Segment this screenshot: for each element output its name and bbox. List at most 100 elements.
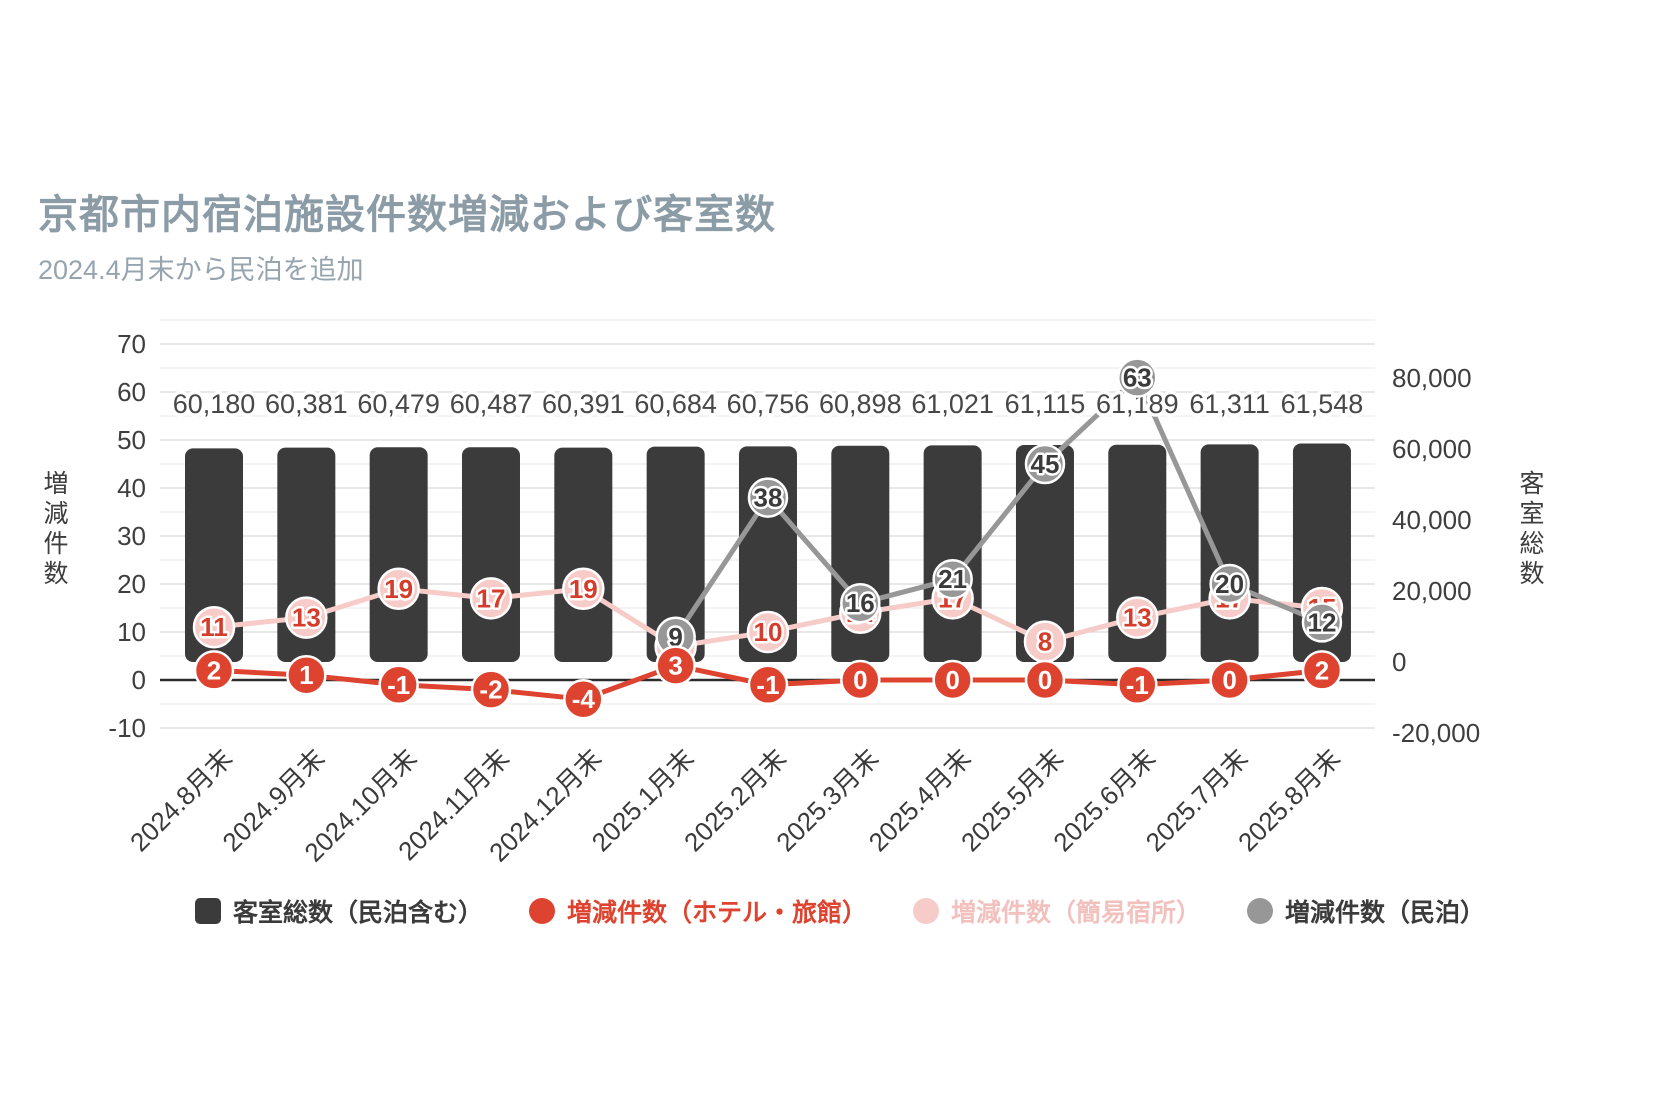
data-point [563, 678, 604, 720]
data-point-label: 11 [200, 612, 228, 642]
bar [1015, 445, 1074, 662]
data-point-label: 10 [754, 617, 783, 647]
data-point-label: 13 [1123, 603, 1152, 633]
data-point [1209, 659, 1250, 701]
right-axis-tick-label: -20,000 [1392, 718, 1480, 748]
bar-series-swatch-icon [194, 898, 221, 924]
data-point [747, 477, 789, 518]
data-point-label: 16 [846, 588, 875, 618]
legend-label: 客室総数（民泊含む） [232, 899, 483, 927]
chart-title: 京都市内宿泊施設件数増減および客室数 [38, 193, 776, 237]
data-point-label: 13 [292, 603, 321, 633]
left-axis-title: 増減件数 [43, 470, 68, 588]
right-axis-tick-label: 40,000 [1392, 505, 1472, 535]
left-axis-tick-label: 40 [117, 473, 146, 503]
bar-value-label: 60,479 [357, 389, 440, 419]
data-point-label: 0 [1222, 665, 1236, 695]
data-point [377, 567, 420, 611]
data-point [747, 664, 789, 706]
data-point-label: 20 [1215, 569, 1244, 599]
bar [646, 446, 705, 662]
legend-label: 増減件数（ホテル・旅館） [566, 899, 867, 927]
data-point-label: 21 [938, 564, 967, 594]
data-point [378, 664, 419, 706]
data-point [1301, 650, 1343, 691]
right-axis-tick-label: 80,000 [1392, 363, 1472, 393]
data-point-label: 45 [1031, 449, 1060, 479]
bar-value-label: 61,311 [1189, 389, 1270, 419]
data-point-label: 2 [207, 655, 221, 685]
bar [461, 447, 520, 662]
data-point-label: 0 [1038, 665, 1052, 695]
data-point [932, 659, 973, 701]
data-point-label: 3 [668, 651, 682, 681]
data-point-label: 63 [1123, 363, 1152, 393]
bar-value-label: 61,021 [911, 389, 994, 419]
bar-value-label: 60,684 [634, 389, 717, 419]
data-point-label: 1 [299, 660, 313, 690]
left-axis-tick-label: 20 [117, 569, 146, 599]
data-point [1117, 357, 1158, 398]
bar [369, 447, 428, 662]
data-point [285, 596, 328, 639]
chart-subtitle: 2024.4月末から民泊を追加 [38, 255, 364, 285]
right-axis-tick-label: 0 [1392, 647, 1406, 677]
data-point [840, 659, 881, 701]
data-point [1117, 664, 1158, 706]
data-point [1209, 563, 1250, 605]
chart-legend: 客室総数（民泊含む） 増減件数（ホテル・旅館） 増減件数（簡易宿所） 増減件数（… [0, 893, 1680, 929]
bar-value-label: 60,381 [265, 389, 348, 419]
left-axis-tick-label: -10 [108, 713, 146, 743]
data-point [655, 645, 696, 686]
data-point-label: 9 [668, 622, 682, 652]
legend-item-simple-lodging: 増減件数（簡易宿所） [913, 893, 1201, 929]
bar-value-label: 60,391 [542, 389, 625, 419]
data-point [1024, 443, 1066, 485]
bar-value-label: 61,548 [1281, 389, 1364, 419]
red-series-swatch-icon [528, 898, 555, 924]
data-point-label: 0 [945, 665, 959, 695]
data-point [193, 650, 235, 691]
right-axis-tick-label: 20,000 [1392, 576, 1472, 606]
legend-label: 増減件数（簡易宿所） [951, 899, 1202, 927]
data-point [469, 577, 513, 620]
data-point [562, 567, 605, 611]
data-point [470, 669, 512, 710]
data-point [1301, 602, 1343, 643]
bar-value-label: 60,487 [450, 389, 533, 419]
right-axis-title: 客室総数 [1519, 470, 1544, 588]
data-point-label: 2 [1315, 655, 1329, 685]
data-point-label: -1 [1126, 670, 1149, 700]
data-point [746, 610, 790, 654]
data-point-label: -4 [572, 684, 596, 714]
bar-value-label: 60,180 [173, 389, 256, 419]
data-point-label: 17 [477, 583, 506, 613]
bar-value-label: 61,115 [1005, 389, 1086, 419]
data-point [1116, 596, 1159, 639]
data-point [932, 558, 973, 600]
data-point-label: 12 [1307, 607, 1336, 637]
data-point-label: -1 [387, 670, 410, 700]
data-point-label: 19 [384, 574, 413, 604]
bar [554, 447, 613, 662]
left-axis-tick-label: 30 [117, 521, 146, 551]
gray-series-swatch-icon [1247, 898, 1274, 924]
legend-item-hotel-ryokan: 増減件数（ホテル・旅館） [528, 893, 867, 929]
right-axis-tick-label: 60,000 [1392, 434, 1472, 464]
left-axis-tick-label: 60 [117, 377, 146, 407]
left-axis-tick-label: 0 [132, 665, 146, 695]
line-series [673, 375, 1323, 639]
data-point-label: 38 [754, 483, 783, 513]
data-point-label: 0 [853, 665, 867, 695]
bar [185, 448, 243, 662]
data-point-label: -2 [479, 675, 502, 705]
left-axis-tick-label: 10 [117, 617, 146, 647]
left-axis-tick-label: 70 [117, 329, 146, 359]
bar-value-label: 60,898 [819, 389, 902, 419]
data-point [192, 605, 236, 649]
legend-item-total-rooms: 客室総数（民泊含む） [194, 893, 483, 929]
legend-label: 増減件数（民泊） [1285, 899, 1486, 927]
data-point-label: 8 [1038, 627, 1052, 657]
